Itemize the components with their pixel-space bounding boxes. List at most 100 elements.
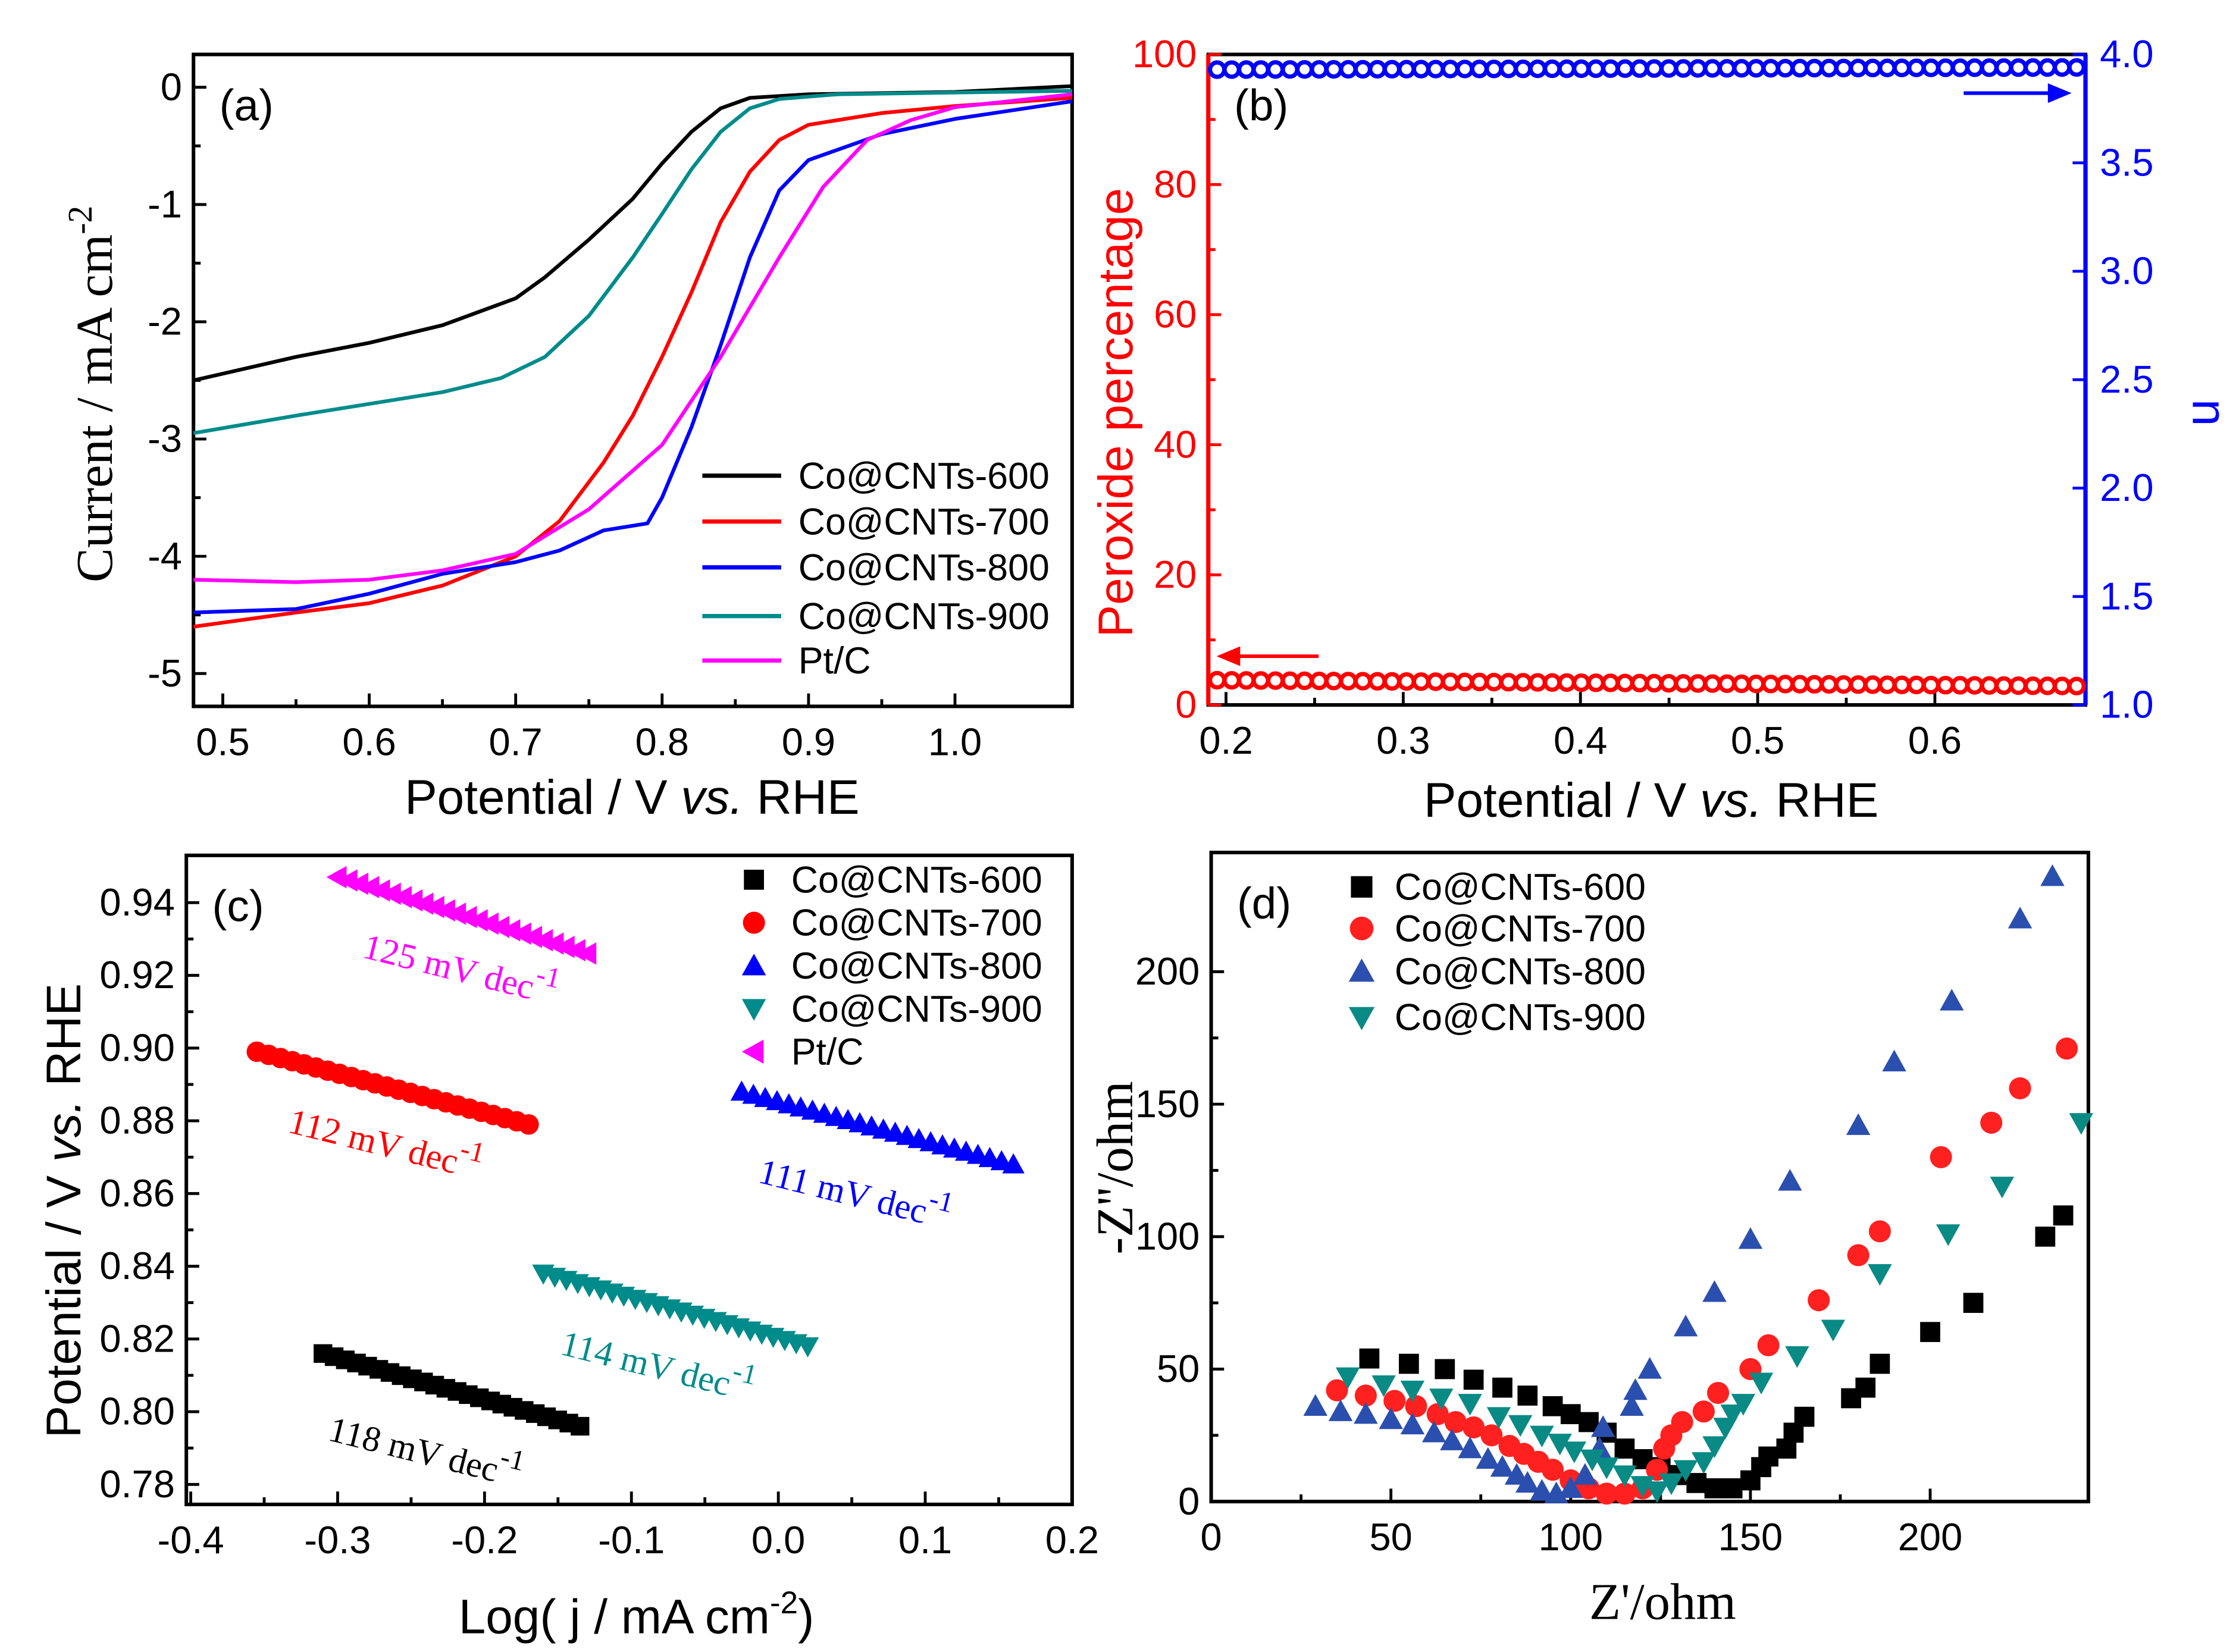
legend-marker [1351, 876, 1373, 898]
legend-label: Pt/C [791, 1032, 864, 1073]
y-tick-label: 100 [1135, 1214, 1200, 1258]
data-point-1 [1878, 58, 1897, 77]
data-point-4 [576, 942, 597, 965]
data-point-1 [1907, 58, 1926, 77]
y-tick-label: 20 [1154, 553, 1197, 596]
legend-marker [743, 911, 765, 934]
legend-marker [741, 1039, 764, 1064]
data-point-0 [1761, 675, 1780, 694]
data-point-1 [1757, 1334, 1780, 1356]
data-point-3 [1400, 1380, 1425, 1403]
data-point-0 [1368, 672, 1387, 691]
data-point-2 [1623, 1378, 1648, 1400]
data-point-0 [2038, 676, 2057, 695]
x-tick-label: 150 [1718, 1515, 1783, 1559]
data-point-0 [1310, 671, 1329, 691]
data-point-2 [1530, 1479, 1554, 1501]
data-point-2 [1440, 1428, 1464, 1450]
data-point-1 [1368, 59, 1387, 79]
data-point-1 [1659, 59, 1678, 78]
x-tick-label: 0.3 [1376, 719, 1430, 762]
series-line-3 [193, 89, 1072, 435]
data-point-1 [1207, 60, 1227, 79]
data-point-0 [1855, 1377, 1876, 1398]
data-point-0 [1869, 1353, 1890, 1374]
data-point-0 [1994, 676, 2013, 695]
data-point-1 [1411, 59, 1431, 79]
legend-label: Co@CNTs-700 [791, 902, 1042, 944]
x-axis-title: Z'/ohm [1589, 1573, 1736, 1631]
data-point-0 [1455, 672, 1474, 691]
data-point-3 [1580, 1449, 1605, 1472]
data-point-1 [1339, 59, 1358, 79]
data-point-0 [1601, 673, 1620, 692]
data-point-2 [1846, 1113, 1871, 1135]
data-point-1 [1280, 60, 1299, 79]
slope-annotation: 111 mV dec-1 [755, 1141, 957, 1237]
data-point-0 [1435, 1359, 1455, 1380]
data-point-0 [1236, 671, 1256, 690]
data-point-2 [1738, 1227, 1763, 1249]
data-point-0 [1615, 673, 1634, 692]
data-point-0 [1542, 1396, 1563, 1416]
data-point-2 [2040, 864, 2065, 886]
data-point-0 [1980, 676, 1999, 695]
data-point-0 [1359, 1348, 1380, 1369]
legend-label: Co@CNTs-900 [791, 988, 1042, 1030]
data-point-1 [1444, 1410, 1467, 1434]
data-point-1 [1463, 1416, 1485, 1438]
x-tick-label: 0.5 [196, 720, 249, 763]
panel-label: (c) [212, 881, 264, 931]
data-point-1 [1805, 58, 1824, 78]
data-point-1 [1222, 60, 1241, 79]
x-tick-label: 0.0 [751, 1518, 805, 1562]
x-tick-label: 0.4 [1554, 719, 1607, 762]
y-right-tick-label: 3.0 [2100, 249, 2153, 293]
data-point-3 [1936, 1224, 1961, 1246]
data-point-0 [1470, 672, 1489, 692]
data-point-0 [1339, 672, 1358, 691]
data-point-2 [1458, 1436, 1482, 1459]
data-point-3 [1530, 1425, 1554, 1448]
data-point-3 [1486, 1407, 1511, 1429]
data-point-1 [1921, 58, 1940, 77]
data-point-2 [1515, 1471, 1540, 1493]
data-point-0 [1775, 675, 1795, 694]
right-arrow-icon [1963, 83, 2072, 104]
data-point-0 [1936, 676, 1955, 695]
y-tick-label: 0.92 [99, 953, 175, 996]
x-tick-label: 200 [1898, 1515, 1962, 1559]
data-point-1 [1382, 59, 1402, 79]
data-point-0 [1324, 672, 1344, 691]
x-tick-label: 0.7 [488, 720, 542, 763]
data-point-3 [1458, 1394, 1482, 1416]
y-axis-title: Potential / V vs. RHE [37, 983, 91, 1438]
data-point-0 [1863, 675, 1883, 694]
y-tick-label: 0.80 [99, 1390, 175, 1433]
data-point-2 [1421, 1421, 1446, 1443]
data-point-1 [1543, 59, 1562, 79]
legend-label: Pt/C [798, 640, 871, 682]
data-point-2 [1940, 989, 1964, 1011]
y-axis-title-left: Peroxide percentage [1089, 188, 1143, 638]
data-point-3 [1645, 1481, 1670, 1503]
data-point-1 [1761, 59, 1780, 78]
data-point-2 [2008, 907, 2033, 929]
x-tick-label: -0.2 [451, 1518, 518, 1562]
x-tick-label: 0.1 [898, 1518, 952, 1562]
data-point-3 [1659, 1473, 1684, 1496]
data-point-0 [2024, 676, 2043, 695]
data-point-1 [1426, 1403, 1449, 1425]
y-right-tick-label: 2.0 [2100, 466, 2153, 509]
data-point-0 [1645, 673, 1664, 693]
data-point-0 [1572, 673, 1591, 692]
x-axis-title: Potential / V vs. RHE [1424, 773, 1879, 827]
slope-annotation: 118 mV dec-1 [325, 1399, 528, 1496]
y-axis-title: -Z''/ohm [1086, 1081, 1144, 1254]
legend-marker [741, 954, 766, 976]
data-point-1 [1808, 1289, 1830, 1312]
data-point-0 [1746, 674, 1766, 694]
data-point-0 [1517, 1385, 1538, 1406]
data-point-1 [2009, 1077, 2031, 1099]
y-tick-label: 0.84 [99, 1244, 175, 1287]
